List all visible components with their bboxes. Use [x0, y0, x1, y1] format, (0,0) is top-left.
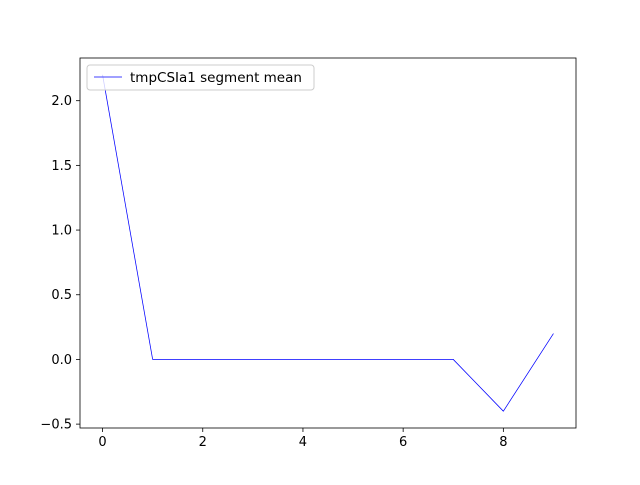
- y-tick-label: −0.5: [40, 418, 72, 433]
- x-tick-label: 6: [399, 435, 407, 450]
- x-tick-label: 8: [499, 435, 507, 450]
- y-tick-label: 1.5: [51, 159, 72, 174]
- legend-label: tmpCSIa1 segment mean: [130, 70, 302, 86]
- y-tick-label: 0.5: [51, 288, 72, 303]
- y-tick-label: 2.0: [51, 94, 72, 109]
- y-axis: −0.5 0.0 0.5 1.0 1.5 2.0: [40, 94, 80, 433]
- axes-frame: [79, 57, 577, 429]
- series-line-0: [102, 74, 554, 412]
- x-tick-label: 4: [299, 435, 307, 450]
- legend: tmpCSIa1 segment mean: [86, 64, 315, 91]
- x-tick-label: 0: [98, 435, 106, 450]
- plot-area: [102, 74, 554, 412]
- legend-box: [86, 64, 315, 91]
- x-axis: 0 2 4 6 8: [98, 428, 507, 450]
- x-tick-label: 2: [199, 435, 207, 450]
- y-tick-label: 1.0: [51, 224, 72, 239]
- y-tick-label: 0.0: [51, 353, 72, 368]
